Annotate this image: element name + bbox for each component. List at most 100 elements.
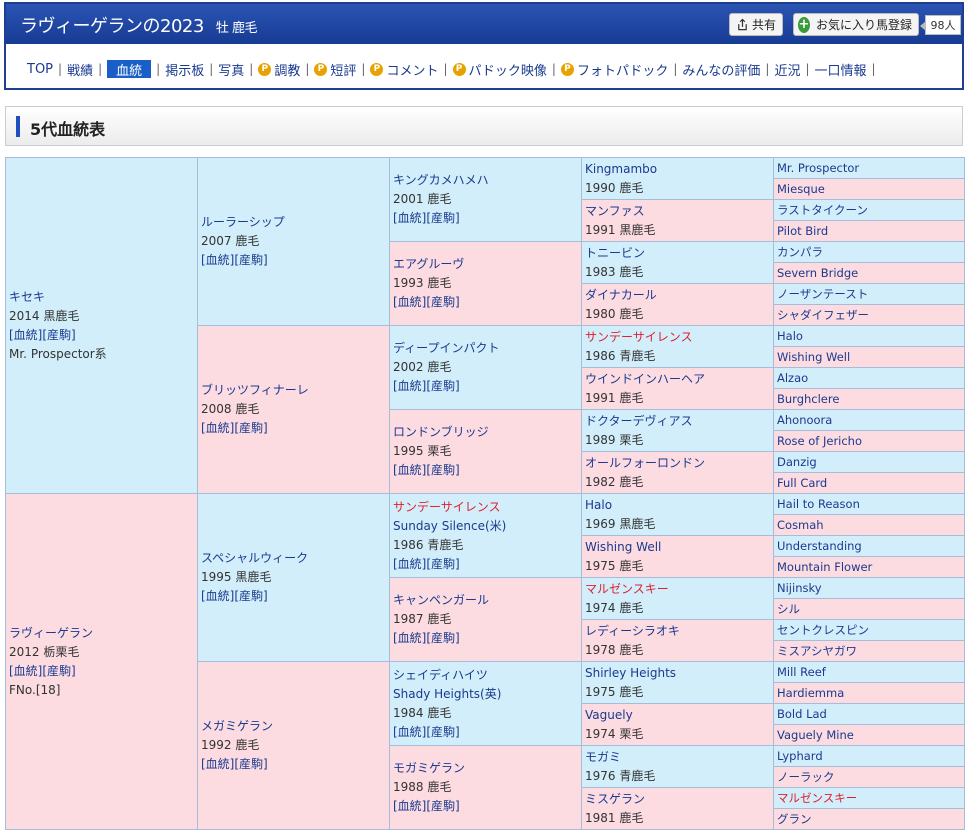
horse-name-link[interactable]: Ahonoora (777, 412, 833, 427)
pedigree-link[interactable]: [血統] (393, 556, 427, 571)
pedigree-link[interactable]: [血統] (201, 589, 235, 603)
horse-name-link[interactable]: キャンペンガール (393, 593, 490, 607)
nav-item[interactable]: みんなの評価 (677, 60, 765, 79)
horse-name-link[interactable]: セントクレスピン (777, 622, 869, 637)
nav-item[interactable]: 戦績 (62, 60, 98, 79)
pedigree-link[interactable]: [血統] (393, 724, 427, 739)
horse-name-link[interactable]: Nijinsky (777, 580, 822, 595)
nav-item[interactable]: 写真 (213, 60, 249, 79)
horse-name-link[interactable]: Miesque (777, 181, 825, 196)
foal-link[interactable]: [産駒] (42, 327, 76, 342)
horse-name-link[interactable]: カンパラ (777, 244, 823, 259)
foal-link[interactable]: [産駒] (42, 663, 76, 678)
nav-item[interactable]: P フォトパドック (556, 60, 673, 79)
horse-name-link[interactable]: Rose of Jericho (777, 433, 863, 448)
horse-name-link[interactable]: Severn Bridge (777, 265, 859, 280)
nav-item[interactable]: TOP (22, 62, 58, 77)
horse-name-link[interactable]: Lyphard (777, 748, 823, 763)
nav-item[interactable]: P 調教 (253, 60, 305, 79)
favorite-register-button[interactable]: + お気に入り馬登録 (793, 13, 919, 36)
pedigree-link[interactable]: [血統] (393, 631, 427, 645)
horse-name-link[interactable]: モガミ (585, 749, 622, 764)
horse-name-link[interactable]: Full Card (777, 475, 828, 490)
foal-link[interactable]: [産駒] (426, 379, 460, 393)
nav-item[interactable]: 掲示板 (160, 60, 209, 79)
nav-item[interactable]: P 短評 (309, 60, 361, 79)
horse-name-link[interactable]: Mill Reef (777, 664, 826, 679)
horse-name-link[interactable]: Alzao (777, 370, 809, 385)
pedigree-link[interactable]: [血統] (393, 799, 427, 813)
horse-name-link[interactable]: エアグルーヴ (393, 257, 465, 271)
horse-name-link[interactable]: サンデーサイレンス (585, 329, 693, 344)
foal-link[interactable]: [産駒] (426, 463, 460, 477)
pedigree-link[interactable]: [血統] (201, 757, 235, 771)
horse-name-link[interactable]: スペシャルウィーク (201, 551, 309, 565)
horse-name-link[interactable]: Vaguely (585, 707, 633, 722)
pedigree-link[interactable]: [血統] (9, 663, 43, 678)
foal-link[interactable]: [産駒] (426, 799, 460, 813)
horse-name-link[interactable]: ドクターデヴィアス (585, 413, 693, 428)
horse-name-link[interactable]: シャダイフェザー (777, 307, 869, 322)
share-button[interactable]: 共有 (729, 13, 783, 36)
horse-name-link[interactable]: トニービン (585, 245, 646, 260)
horse-name-link[interactable]: ダイナカール (585, 287, 657, 302)
horse-name-link[interactable]: Mountain Flower (777, 559, 873, 574)
foal-link[interactable]: [産駒] (234, 253, 268, 267)
horse-name-link[interactable]: ブリッツフィナーレ (201, 383, 309, 397)
horse-name-link[interactable]: ディープインパクト (393, 341, 500, 355)
horse-name-link[interactable]: Burghclere (777, 391, 840, 406)
horse-name-link[interactable]: マルゼンスキー (585, 581, 669, 596)
horse-name-link[interactable]: Bold Lad (777, 706, 827, 721)
pedigree-link[interactable]: [血統] (393, 463, 427, 477)
horse-name-link[interactable]: Cosmah (777, 517, 824, 532)
foal-link[interactable]: [産駒] (234, 421, 268, 435)
horse-name-link[interactable]: Mr. Prospector (777, 160, 860, 175)
horse-name-link[interactable]: Vaguely Mine (777, 727, 854, 742)
foal-link[interactable]: [産駒] (426, 724, 460, 739)
horse-name-link[interactable]: Shirley Heights (585, 665, 677, 680)
pedigree-link[interactable]: [血統] (393, 211, 427, 225)
horse-name-link[interactable]: レディーシラオキ (585, 623, 680, 638)
horse-name-link[interactable]: ロンドンブリッジ (393, 425, 489, 439)
horse-name-link[interactable]: Hardiemma (777, 685, 845, 700)
horse-name-link[interactable]: Pilot Bird (777, 223, 829, 238)
pedigree-link[interactable]: [血統] (201, 421, 235, 435)
horse-name-link[interactable]: キセキ (9, 289, 46, 304)
nav-item[interactable]: 一口情報 (810, 60, 872, 79)
horse-name-link[interactable]: キングカメハメハ (393, 173, 489, 187)
horse-name-link[interactable]: ノーザンテースト (777, 286, 869, 301)
horse-name-link[interactable]: マンファス (585, 203, 645, 218)
nav-item[interactable]: 近況 (769, 60, 805, 79)
horse-name-link[interactable]: Wishing Well (777, 349, 851, 364)
horse-name-link[interactable]: Hail to Reason (777, 496, 860, 511)
horse-name-link[interactable]: ラストタイクーン (777, 202, 868, 217)
foal-link[interactable]: [産駒] (234, 757, 268, 771)
horse-name-link[interactable]: Halo (777, 328, 803, 343)
horse-name-link[interactable]: シル (777, 601, 800, 616)
foal-link[interactable]: [産駒] (426, 295, 460, 309)
horse-name-link[interactable]: Kingmambo (585, 161, 658, 176)
pedigree-link[interactable]: [血統] (201, 253, 235, 267)
horse-name-link[interactable]: メガミゲラン (201, 719, 274, 733)
horse-name-link[interactable]: シェイディハイツ (393, 667, 488, 682)
horse-name-link[interactable]: ラヴィーゲラン (9, 625, 94, 640)
horse-name-link[interactable]: Wishing Well (585, 539, 662, 554)
horse-name-link[interactable]: ミスゲラン (585, 791, 646, 806)
foal-link[interactable]: [産駒] (426, 211, 460, 225)
horse-name-link[interactable]: ウインドインハーヘア (585, 371, 706, 386)
foal-link[interactable]: [産駒] (426, 556, 460, 571)
horse-name-link[interactable]: サンデーサイレンス (393, 499, 501, 514)
pedigree-link[interactable]: [血統] (393, 295, 427, 309)
horse-name-link[interactable]: ルーラーシップ (201, 215, 285, 229)
pedigree-link[interactable]: [血統] (9, 327, 43, 342)
horse-name-link[interactable]: グラン (777, 811, 812, 826)
foal-link[interactable]: [産駒] (426, 631, 460, 645)
foal-link[interactable]: [産駒] (234, 589, 268, 603)
horse-name-link[interactable]: マルゼンスキー (777, 790, 858, 805)
nav-item[interactable]: P パドック映像 (448, 60, 552, 79)
horse-name-link[interactable]: ノーラック (777, 769, 835, 784)
pedigree-link[interactable]: [血統] (393, 379, 427, 393)
horse-name-link[interactable]: モガミゲラン (393, 761, 466, 775)
horse-name-link[interactable]: オールフォーロンドン (585, 455, 706, 470)
nav-item[interactable]: 血統 (107, 60, 152, 79)
